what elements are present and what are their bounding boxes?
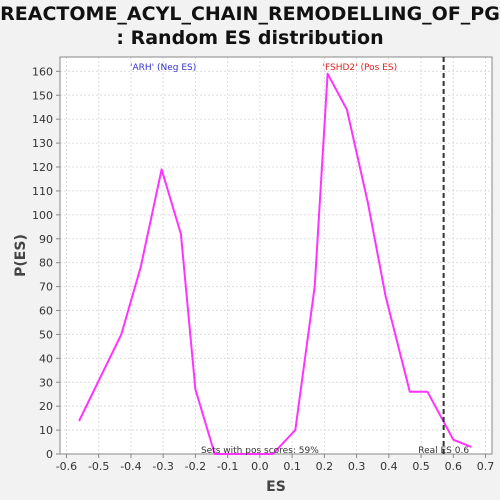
- x-tick-label: 0.0: [251, 460, 269, 473]
- data-point: [234, 453, 237, 455]
- y-tick-label: 30: [39, 376, 53, 389]
- y-tick-label: 150: [32, 89, 53, 102]
- x-tick-label: 0.1: [283, 460, 301, 473]
- data-point: [78, 419, 81, 422]
- y-tick-label: 50: [39, 328, 53, 341]
- y-tick-label: 160: [32, 65, 53, 78]
- axes: [56, 56, 493, 458]
- plot-border: [59, 56, 493, 455]
- data-point: [294, 429, 297, 431]
- data-point: [252, 453, 255, 455]
- x-tick-label: -0.4: [120, 460, 141, 473]
- data-point: [139, 266, 142, 269]
- data-point: [408, 391, 411, 393]
- data-point: [194, 388, 197, 391]
- y-tick-label: 10: [39, 424, 53, 437]
- x-tick-label: 0.4: [380, 460, 398, 473]
- chart-title-line-1: REACTOME_ACYL_CHAIN_REMODELLING_OF_PG: [0, 3, 500, 25]
- x-tick-label: -0.1: [217, 460, 238, 473]
- data-point: [326, 72, 329, 75]
- data-point: [346, 108, 348, 111]
- y-tick-labels: 0 10 20 30 40 50 60 70 80 90 100 110 120 130 140 150 160: [32, 65, 53, 461]
- data-point: [367, 202, 369, 204]
- y-tick-label: 140: [32, 113, 53, 126]
- x-axis-label: ES: [266, 479, 286, 495]
- y-tick-label: 110: [32, 185, 53, 198]
- data-point: [271, 453, 274, 455]
- data-point: [213, 453, 216, 455]
- real-es-label: Real ES 0.6: [418, 446, 469, 456]
- y-tick-label: 0: [46, 448, 53, 461]
- chart-title-line-2: : Random ES distribution: [116, 27, 384, 49]
- plot-area: [60, 57, 492, 454]
- x-tick-label: -0.5: [88, 460, 109, 473]
- x-tick-label: -0.6: [56, 460, 77, 473]
- data-point: [452, 438, 455, 441]
- y-tick-label: 40: [39, 352, 53, 365]
- y-tick-label: 90: [39, 233, 53, 246]
- annotations: 'ARH' (Neg ES) 'FSHD2' (Pos ES) Sets with …: [130, 57, 469, 456]
- y-tick-label: 80: [39, 257, 53, 270]
- x-tick-labels: -0.6 -0.5 -0.4 -0.3 -0.2 -0.1 0.0 0.1 0.2 0.3 0.4 0…: [56, 460, 495, 473]
- data-point: [180, 233, 182, 235]
- neg-es-label: 'ARH' (Neg ES): [130, 63, 196, 73]
- x-tick-label: 0.5: [412, 460, 430, 473]
- grid-lines: [60, 57, 492, 455]
- data-point: [384, 295, 387, 297]
- x-tick-label: 0.3: [348, 460, 366, 473]
- y-tick-label: 130: [32, 137, 53, 150]
- x-tick-label: 0.6: [445, 460, 463, 473]
- series-line: [78, 72, 472, 455]
- data-point: [470, 446, 472, 448]
- data-point: [313, 285, 316, 288]
- x-tick-label: 0.7: [477, 460, 495, 473]
- x-tick-label: -0.3: [152, 460, 173, 473]
- data-point: [120, 333, 123, 336]
- y-tick-label: 120: [32, 161, 53, 174]
- y-tick-label: 70: [39, 281, 53, 294]
- data-point: [426, 391, 429, 393]
- y-tick-label: 20: [39, 400, 53, 413]
- series-layer: [78, 72, 472, 455]
- pos-es-label: 'FSHD2' (Pos ES): [323, 63, 398, 73]
- x-tick-label: -0.2: [185, 460, 206, 473]
- data-point: [160, 168, 163, 171]
- x-tick-label: 0.2: [316, 460, 334, 473]
- pos-scores-label: Sets with pos scores: 59%: [201, 446, 319, 456]
- y-tick-label: 60: [39, 305, 53, 318]
- y-tick-label: 100: [32, 209, 53, 222]
- y-axis-label: P(ES): [13, 234, 29, 277]
